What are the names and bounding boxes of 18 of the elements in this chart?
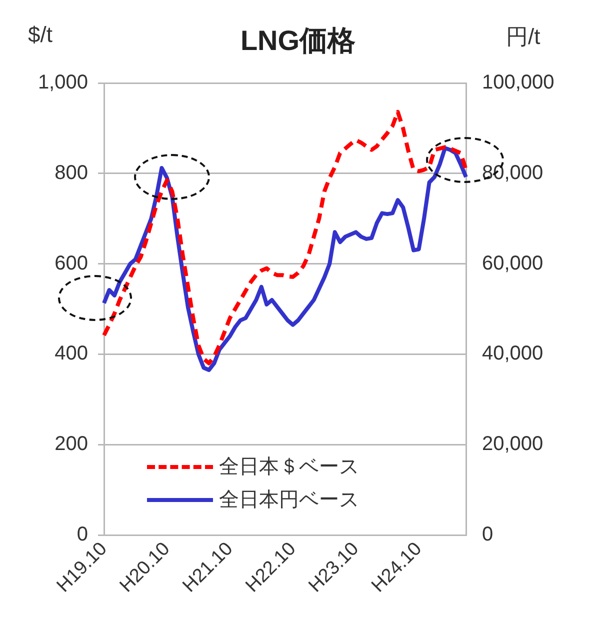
y2-tick-label: 0 xyxy=(482,524,494,546)
y-tick-label: 400 xyxy=(54,342,88,365)
y2-axis-title: 円/t xyxy=(506,23,540,51)
y-tick-label: 200 xyxy=(54,433,88,456)
y2-tick-label: 20,000 xyxy=(482,433,544,456)
y2-tick-label: 40,000 xyxy=(482,342,544,365)
legend-label: 全日本円ベース xyxy=(219,488,359,513)
chart-title: LNG価格 xyxy=(240,25,356,56)
y-tick-label: 0 xyxy=(76,524,88,546)
y-axis-title: $/t xyxy=(28,22,52,48)
y-tick-label: 1,000 xyxy=(38,72,88,94)
line-series xyxy=(102,110,468,366)
y2-tick-label: 80,000 xyxy=(482,162,544,184)
y2-tick-label: 60,000 xyxy=(482,252,544,274)
legend-label: 全日本＄ベース xyxy=(219,455,359,480)
y-tick-label: 600 xyxy=(54,252,88,274)
y-tick-label: 800 xyxy=(54,162,88,184)
y2-tick-label: 100,000 xyxy=(482,72,554,94)
